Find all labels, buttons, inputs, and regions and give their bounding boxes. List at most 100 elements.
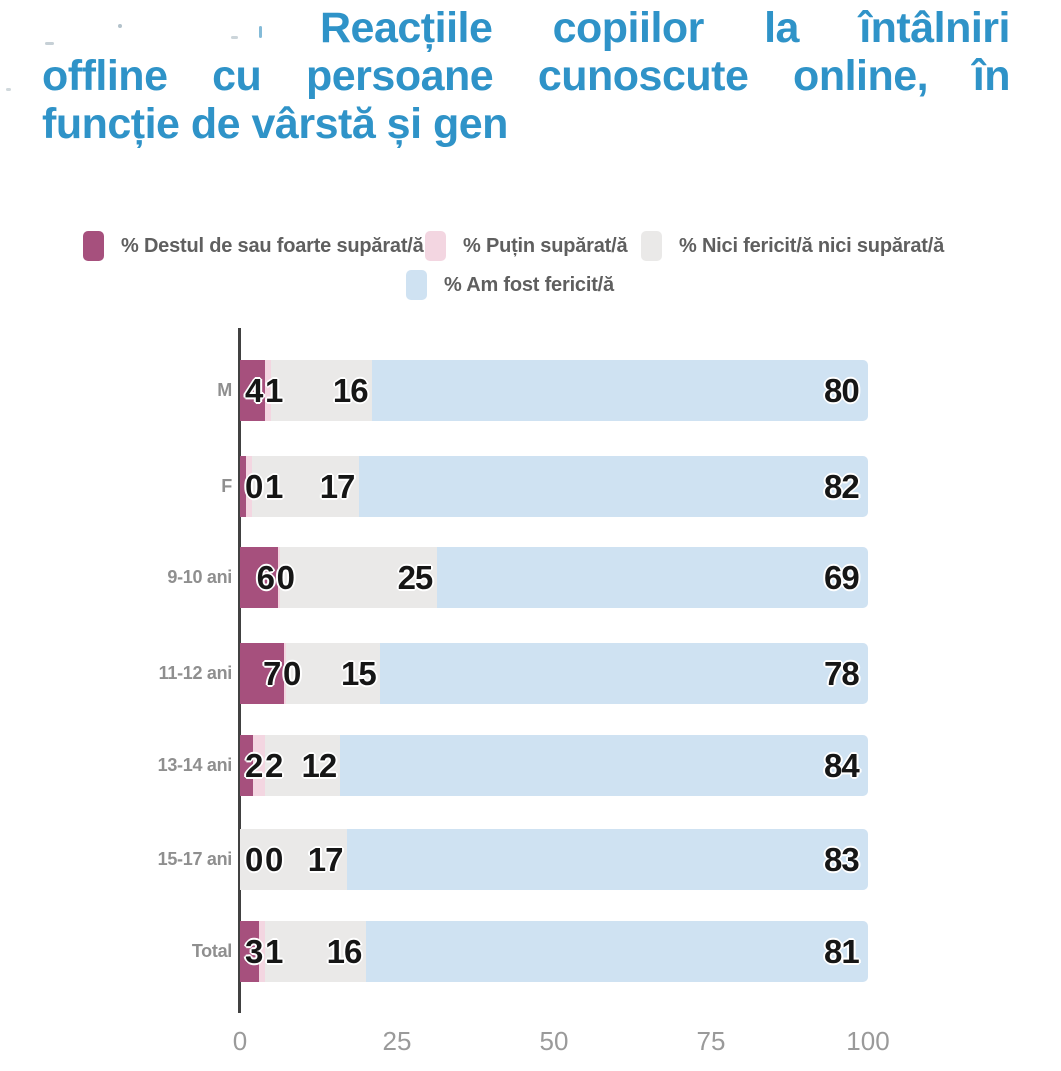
chart-title-line-1: Reacțiile copiilor la întâlniri [42,4,1011,52]
bar-row: 13-14 ani 2 2 12 84 [0,735,1061,796]
bar-segment [251,456,359,517]
bar-segment [240,921,259,982]
value-label: 17 [319,468,356,505]
legend-label: % Puțin supărat/ă [463,234,628,257]
x-tick-label: 25 [382,1026,412,1056]
legend-label: % Nici fericit/ă nici supărat/ă [679,234,945,257]
y-axis-line [238,328,241,1013]
page-title: Reacțiile copiilor la întâlniri offline … [42,4,1011,148]
chart-title-line-3: funcție de vârstă și gen [42,100,1010,148]
value-label: 12 [301,747,337,784]
category-label: 13-14 ani [157,755,233,775]
legend-swatch-nici-nici [641,231,662,261]
value-label: 0 [282,655,301,692]
bar-segment [252,735,266,796]
category-label: 15-17 ani [157,849,233,869]
artifact-mark [6,88,11,91]
legend-swatch-fericit [406,270,427,300]
value-label: 16 [332,372,369,409]
value-label: 16 [326,933,363,970]
value-label: 82 [824,468,860,505]
legend-item-destul-suparat: % Destul de sau foarte supărat/ă [83,231,424,261]
artifact-mark [231,36,238,39]
bar-segment [258,921,266,982]
legend-swatch-putin-suparat [425,231,446,261]
bar-segment [240,643,284,704]
x-tick-label: 100 [846,1026,890,1056]
value-label: 1 [265,372,283,409]
legend-item-nici-nici: % Nici fericit/ă nici supărat/ă [641,231,944,261]
value-label: 4 [245,372,263,409]
category-label: M [217,380,232,400]
bar-row: 15-17 ani 0 0 17 83 [0,829,1061,890]
bar-segment [340,735,868,796]
artifact-mark [118,24,122,28]
erased-figure-label-space [42,41,320,42]
category-label: 11-12 ani [158,663,233,683]
legend-swatch-destul-suparat [83,231,104,261]
bar-segment [240,547,278,608]
bar-segment [265,360,272,421]
value-label: 2 [245,747,263,784]
bar-row: M 4 1 16 80 [0,360,1061,421]
value-label: 0 [276,559,295,596]
bar-row: 11-12 ani 7 0 15 78 [0,643,1061,704]
legend-item-fericit: % Am fost fericit/ă [406,270,614,300]
bar-segment [240,360,266,421]
value-label: 1 [265,468,283,505]
value-label: 0 [265,841,283,878]
bar-segment [240,735,253,796]
value-label: 15 [341,655,377,692]
bar-segment [271,360,372,421]
artifact-mark [259,26,262,38]
bar-row: Total 3 1 16 81 [0,921,1061,982]
bar-segment [358,456,868,517]
category-label: 9-10 ani [167,567,232,587]
bar-segment [371,360,868,421]
x-tick-label: 75 [696,1026,726,1056]
value-label: 25 [397,559,434,596]
value-label: 69 [824,559,860,596]
legend-label: % Destul de sau foarte supărat/ă [121,234,424,257]
x-tick-label: 50 [539,1026,569,1056]
artifact-mark [45,42,54,45]
bar-segment [346,829,868,890]
bar-segment [245,456,252,517]
title-text-3: funcție de vârstă și gen [42,100,508,148]
bar-segment [365,921,868,982]
category-label: Total [191,941,232,961]
value-label: 2 [265,747,283,784]
category-label: F [221,476,232,496]
value-label: 3 [245,933,263,970]
stacked-bar-chart: M 4 1 16 80 F 0 1 17 82 9-10 ani 6 0 25 69 11-12 ani 7 0 1… [0,328,1061,1028]
bar-segment [279,547,437,608]
value-label: 1 [265,933,283,970]
bar-row: 9-10 ani 6 0 25 69 [0,547,1061,608]
value-label: 6 [256,559,275,596]
x-axis: 0 25 50 75 100 [0,1026,1061,1066]
value-label: 0 [245,468,263,505]
legend-label: % Am fost fericit/ă [444,273,614,296]
bar-row: F 0 1 17 82 [0,456,1061,517]
value-label: 78 [824,655,860,692]
value-label: 17 [307,841,344,878]
bar-segment [265,921,366,982]
chart-title-line-2: offline cu persoane cunoscute online, în [42,52,1011,100]
title-text-1: Reacțiile copiilor la întâlniri [320,4,1011,52]
bar-segment [380,643,868,704]
bar-segment [436,547,868,608]
x-tick-label: 0 [232,1026,248,1056]
chart-legend: % Destul de sau foarte supărat/ă % Puțin… [0,231,1061,311]
bar-segment [265,735,341,796]
value-label: 7 [262,655,281,692]
value-label: 81 [824,933,860,970]
bar-segment [277,547,280,608]
title-text-2: offline cu persoane cunoscute online, în [42,52,1011,100]
value-label: 83 [824,841,860,878]
legend-item-putin-suparat: % Puțin supărat/ă [425,231,628,261]
bar-segment [240,456,246,517]
bar-segment [283,643,286,704]
value-label: 84 [824,747,860,784]
bar-segment [285,643,381,704]
